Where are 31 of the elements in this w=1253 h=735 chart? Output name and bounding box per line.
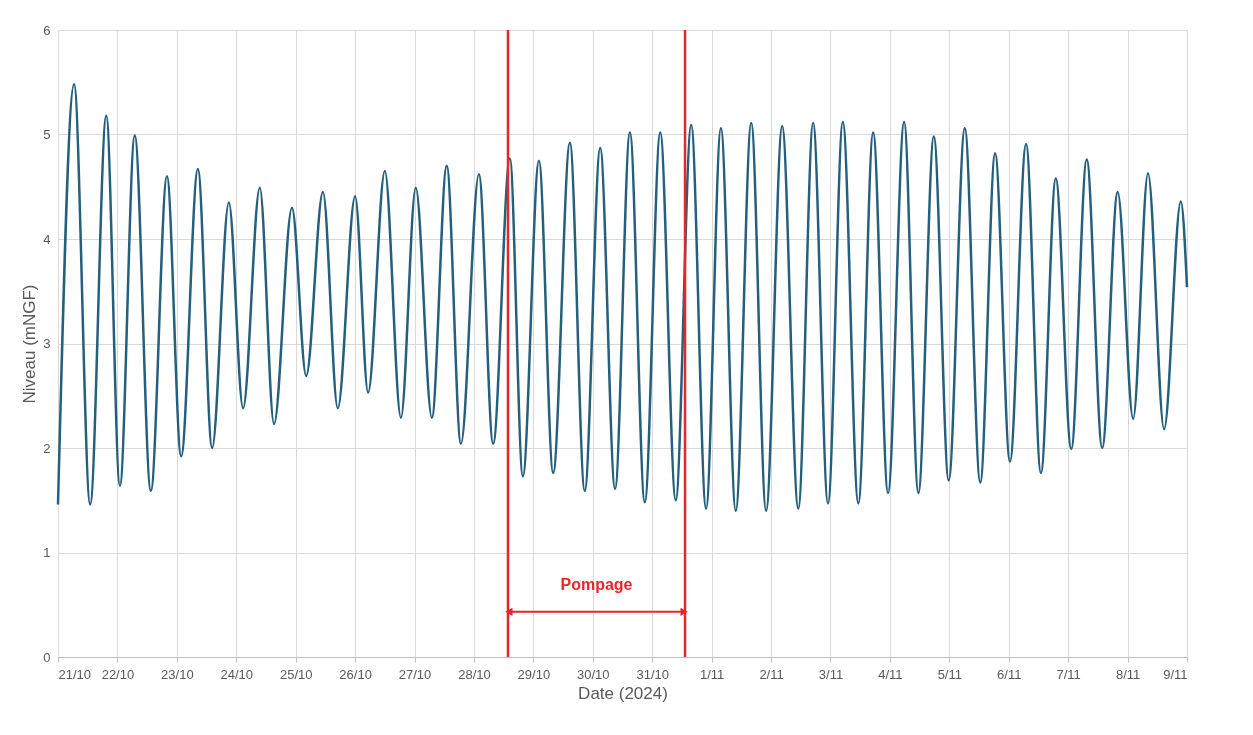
x-tick-label: 26/10 xyxy=(339,666,372,682)
y-tick-label: 0 xyxy=(43,649,51,665)
y-tick-label: 6 xyxy=(43,22,51,38)
x-tick-label: 7/11 xyxy=(1056,666,1081,682)
x-tick-label: 5/11 xyxy=(937,666,962,682)
x-tick-label: 9/11 xyxy=(1163,666,1188,682)
x-tick-label: 31/10 xyxy=(636,666,669,682)
x-tick-label: 4/11 xyxy=(878,666,903,682)
y-tick-label: 4 xyxy=(43,231,51,247)
annotation: Pompage xyxy=(560,575,633,593)
x-tick-label: 23/10 xyxy=(161,666,194,682)
x-tick-label: 30/10 xyxy=(577,666,610,682)
x-axis-title: Date (2024) xyxy=(578,683,668,703)
line-series xyxy=(56,83,1189,512)
x-tick-label: 21/10 xyxy=(58,666,92,682)
x-tick-label: 2/11 xyxy=(759,666,784,682)
x-tick-label: 24/10 xyxy=(220,666,254,682)
x-tick-label: 1/11 xyxy=(699,666,725,682)
x-tick-label: 29/10 xyxy=(517,666,551,682)
x-tick-label: 8/11 xyxy=(1115,666,1141,682)
y-tick-label: 5 xyxy=(43,127,51,142)
x-tick-label: 27/10 xyxy=(398,666,432,682)
y-axis-title: Niveau (mNGF) xyxy=(20,284,40,404)
x-tick-label: 25/10 xyxy=(279,666,313,682)
x-tick-label: 6/11 xyxy=(997,666,1022,682)
x-tick-label: 28/10 xyxy=(458,666,491,682)
y-tick-label: 1 xyxy=(43,545,51,560)
y-tick-label: 2 xyxy=(43,440,51,456)
x-tick-label: 22/10 xyxy=(101,666,135,682)
y-tick-label: 3 xyxy=(43,336,51,351)
x-tick-label: 3/11 xyxy=(818,666,844,682)
